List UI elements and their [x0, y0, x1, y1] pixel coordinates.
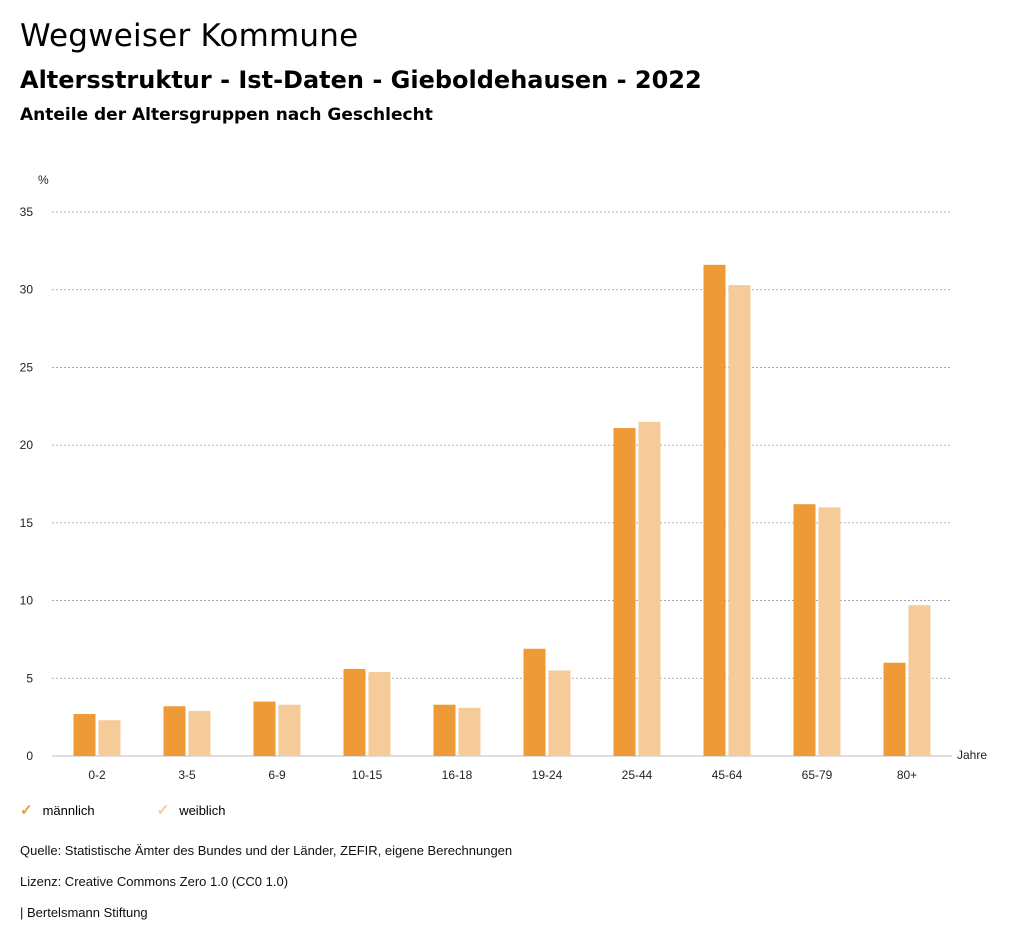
bar-weiblich-65-79[interactable]: [818, 507, 841, 756]
y-tick-label: 0: [26, 749, 33, 763]
bar-weiblich-19-24[interactable]: [548, 670, 571, 756]
bar-chart: % Jahre 0 5 10 15 20 25 30 35 0-2 3-5 6-9 10-15 16-1…: [20, 173, 988, 782]
x-tick-label: 0-2: [88, 768, 106, 782]
bar-maennlich-10-15[interactable]: [343, 668, 366, 756]
y-axis-unit-label: %: [38, 173, 49, 187]
y-tick-label: 10: [20, 594, 34, 608]
bar-maennlich-25-44[interactable]: [613, 428, 636, 756]
legend-label-weiblich: weiblich: [179, 803, 226, 818]
x-tick-label: 6-9: [268, 768, 286, 782]
y-tick-label: 20: [20, 438, 34, 452]
bar-weiblich-16-18[interactable]: [458, 707, 481, 756]
x-tick-label: 19-24: [532, 768, 563, 782]
bar-maennlich-45-64[interactable]: [703, 264, 726, 756]
x-tick-label: 45-64: [712, 768, 743, 782]
chart-subtitle: Altersstruktur - Ist-Daten - Gieboldehau…: [20, 66, 702, 94]
bar-weiblich-3-5[interactable]: [188, 710, 211, 756]
legend-item-weiblich[interactable]: ✓ weiblich: [157, 803, 226, 818]
license-note: Lizenz: Creative Commons Zero 1.0 (CC0 1…: [20, 874, 289, 889]
grid-lines: [52, 211, 952, 757]
chart-legend: ✓ männlich ✓ weiblich: [20, 803, 225, 818]
bar-maennlich-65-79[interactable]: [793, 504, 816, 756]
publisher-note: | Bertelsmann Stiftung: [20, 905, 148, 920]
bar-maennlich-80+[interactable]: [883, 662, 906, 756]
x-axis-unit-label: Jahre: [957, 748, 987, 762]
source-note: Quelle: Statistische Ämter des Bundes un…: [20, 843, 513, 858]
y-tick-label: 35: [20, 205, 34, 219]
bar-maennlich-6-9[interactable]: [253, 701, 276, 756]
x-tick-label: 16-18: [442, 768, 473, 782]
y-tick-label: 5: [26, 671, 33, 685]
bar-weiblich-45-64[interactable]: [728, 285, 751, 756]
x-tick-label: 25-44: [622, 768, 653, 782]
check-icon: ✓: [156, 802, 170, 819]
chart-description: Anteile der Altersgruppen nach Geschlech…: [20, 105, 433, 125]
y-tick-label: 30: [20, 283, 34, 297]
bar-weiblich-10-15[interactable]: [368, 672, 391, 756]
bars: [73, 264, 931, 756]
y-tick-label: 15: [20, 516, 34, 530]
bar-weiblich-6-9[interactable]: [278, 704, 301, 756]
bar-maennlich-19-24[interactable]: [523, 648, 546, 756]
x-tick-label: 10-15: [352, 768, 383, 782]
bar-maennlich-16-18[interactable]: [433, 704, 456, 756]
legend-item-maennlich[interactable]: ✓ männlich: [20, 803, 95, 818]
bar-maennlich-0-2[interactable]: [73, 714, 96, 756]
x-tick-label: 80+: [897, 768, 917, 782]
bar-weiblich-0-2[interactable]: [98, 720, 121, 756]
axis-labels: % Jahre 0 5 10 15 20 25 30 35 0-2 3-5 6-9 10-15 16-1…: [20, 173, 988, 782]
bar-weiblich-80+[interactable]: [908, 605, 931, 756]
y-tick-label: 25: [20, 360, 34, 374]
x-tick-label: 3-5: [178, 768, 196, 782]
check-icon: ✓: [20, 802, 33, 819]
legend-label-maennlich: männlich: [42, 803, 95, 818]
bar-maennlich-3-5[interactable]: [163, 706, 186, 756]
x-tick-label: 65-79: [802, 768, 833, 782]
page-title: Wegweiser Kommune: [20, 18, 359, 54]
bar-weiblich-25-44[interactable]: [638, 421, 661, 756]
